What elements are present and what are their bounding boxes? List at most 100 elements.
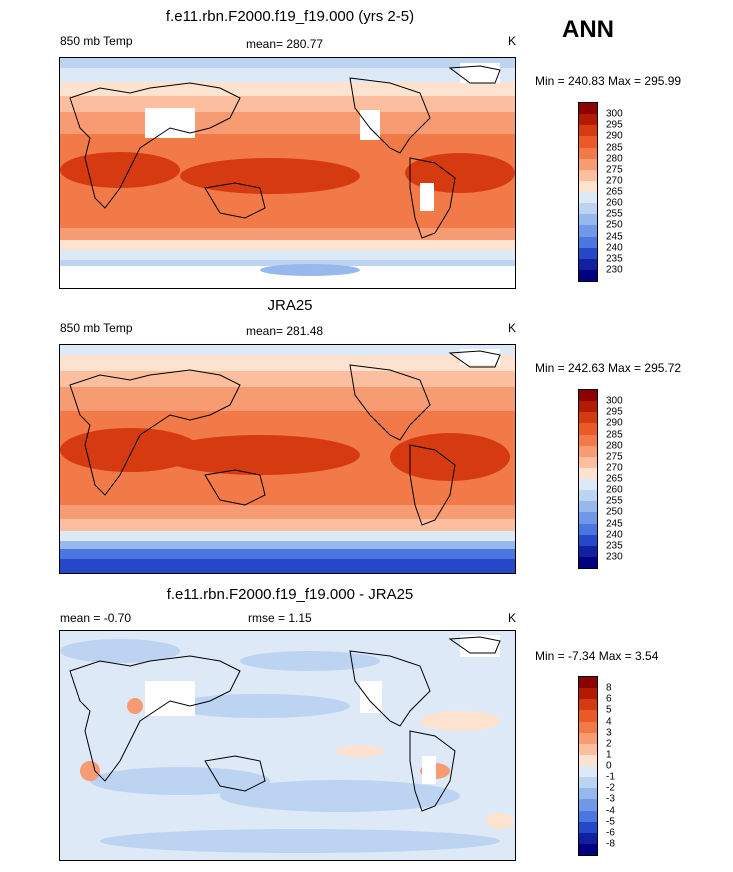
colorbar-tick-label: -6: [606, 827, 615, 839]
colorbar-swatch: [579, 434, 597, 446]
colorbar-swatch: [579, 445, 597, 457]
colorbar-tick-label: 240: [606, 529, 623, 541]
colorbar-swatch: [579, 412, 597, 424]
colorbar-tick-label: -3: [606, 793, 615, 805]
colorbar-tick-label: 265: [606, 186, 623, 198]
colorbar-swatch: [579, 512, 597, 524]
colorbar-tick-label: 0: [606, 760, 612, 772]
colorbar-swatch: [579, 732, 597, 744]
colorbar-swatch: [579, 269, 597, 281]
panel2-colorbar: [578, 389, 598, 569]
colorbar-swatch: [579, 467, 597, 479]
panel2-map: [59, 344, 516, 574]
colorbar-tick-label: 3: [606, 727, 612, 739]
colorbar-swatch: [579, 710, 597, 722]
colorbar-tick-label: 5: [606, 704, 612, 716]
colorbar-swatch: [579, 225, 597, 237]
colorbar-tick-label: 270: [606, 175, 623, 187]
colorbar-tick-label: 275: [606, 451, 623, 463]
colorbar-swatch: [579, 490, 597, 502]
panel3-mean-label: mean = -0.70: [60, 611, 132, 625]
panel1-map: [59, 57, 516, 289]
panel1-minmax: Min = 240.83 Max = 295.99: [535, 74, 682, 88]
colorbar-swatch: [579, 501, 597, 513]
colorbar-tick-label: 265: [606, 473, 623, 485]
colorbar-tick-label: 245: [606, 231, 623, 242]
colorbar-swatch: [579, 214, 597, 226]
panel2-map-field: [60, 345, 515, 573]
colorbar-swatch: [579, 401, 597, 413]
colorbar-swatch: [579, 125, 597, 137]
colorbar-tick-label: -4: [606, 805, 615, 816]
panel3-colorbar: [578, 676, 598, 856]
colorbar-tick-label: 230: [606, 264, 623, 276]
panel3-map: [59, 630, 516, 861]
colorbar-swatch: [579, 788, 597, 800]
colorbar-tick-label: 300: [606, 395, 623, 407]
panel3-map-field: [60, 631, 515, 860]
colorbar-swatch: [579, 479, 597, 491]
colorbar-swatch: [579, 832, 597, 844]
colorbar-swatch: [579, 192, 597, 204]
colorbar-tick-label: 295: [606, 406, 623, 418]
colorbar-tick-label: 250: [606, 506, 623, 518]
colorbar-tick-label: -8: [606, 838, 615, 850]
panel1-mean-label: mean= 280.77: [246, 37, 324, 51]
colorbar-tick-label: 2: [606, 738, 612, 750]
panel2-minmax: Min = 242.63 Max = 295.72: [535, 361, 682, 375]
colorbar-tick-label: 300: [606, 108, 623, 120]
panel1-map-field: [60, 58, 515, 288]
colorbar-tick-label: 255: [606, 495, 623, 507]
colorbar-swatch: [579, 799, 597, 811]
colorbar-tick-label: 1: [606, 749, 612, 761]
panel1-units-label: K: [508, 34, 517, 48]
colorbar-tick-label: 4: [606, 716, 612, 727]
colorbar-swatch: [579, 258, 597, 270]
colorbar-swatch: [579, 147, 597, 159]
colorbar-tick-label: 260: [606, 197, 623, 209]
panel2-units-label: K: [508, 321, 517, 335]
colorbar-tick-label: 250: [606, 219, 623, 231]
colorbar-swatch: [579, 136, 597, 148]
colorbar-tick-label: 8: [606, 682, 612, 694]
colorbar-swatch: [579, 169, 597, 181]
colorbar-tick-label: -5: [606, 816, 615, 828]
colorbar-tick-label: 235: [606, 540, 623, 552]
panel3-minmax: Min = -7.34 Max = 3.54: [535, 649, 659, 663]
panel2-mean-label: mean= 281.48: [246, 324, 324, 338]
colorbar-swatch: [579, 743, 597, 755]
panel1-colorbar: [578, 102, 598, 282]
panel3-rmse-label: rmse = 1.15: [248, 611, 312, 625]
colorbar-tick-label: 230: [606, 551, 623, 563]
panel2-title: JRA25: [267, 297, 313, 314]
season-label: ANN: [562, 16, 614, 43]
colorbar-tick-label: 290: [606, 417, 623, 429]
colorbar-swatch: [579, 203, 597, 215]
colorbar-tick-label: 295: [606, 119, 623, 131]
panel2-variable-label: 850 mb Temp: [60, 321, 133, 335]
colorbar-tick-label: 6: [606, 693, 612, 705]
colorbar-tick-label: 285: [606, 429, 623, 440]
colorbar-swatch: [579, 158, 597, 170]
colorbar-tick-label: 285: [606, 142, 623, 153]
colorbar-tick-label: 255: [606, 208, 623, 220]
colorbar-tick-label: 275: [606, 164, 623, 176]
colorbar-swatch: [579, 677, 597, 689]
panel1-title: f.e11.rbn.F2000.f19_f19.000 (yrs 2-5): [165, 8, 415, 25]
colorbar-swatch: [579, 754, 597, 766]
colorbar-tick-label: -2: [606, 782, 615, 794]
colorbar-tick-label: 290: [606, 130, 623, 142]
colorbar-tick-label: 260: [606, 484, 623, 496]
colorbar-swatch: [579, 810, 597, 822]
colorbar-swatch: [579, 523, 597, 535]
colorbar-swatch: [579, 777, 597, 789]
panel3-title: f.e11.rbn.F2000.f19_f19.000 - JRA25: [166, 586, 414, 603]
colorbar-swatch: [579, 721, 597, 733]
colorbar-swatch: [579, 247, 597, 259]
colorbar-tick-label: 245: [606, 518, 623, 529]
colorbar-swatch: [579, 766, 597, 778]
colorbar-swatch: [579, 423, 597, 435]
panel3-units-label: K: [508, 611, 517, 625]
colorbar-swatch: [579, 390, 597, 402]
colorbar-swatch: [579, 103, 597, 115]
